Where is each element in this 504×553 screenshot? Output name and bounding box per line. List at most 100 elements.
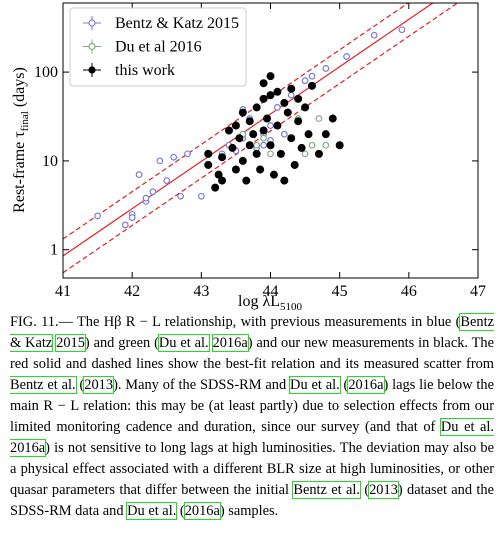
data-point [287, 91, 295, 99]
data-point [283, 108, 292, 117]
y-label-unit: (days) [11, 67, 28, 107]
citation-link[interactable]: 2013 [83, 376, 115, 394]
plot-frame [62, 2, 479, 279]
citation-link[interactable]: Du et al. [289, 376, 341, 394]
legend-label: Bentz & Katz 2015 [115, 15, 239, 32]
data-point [280, 176, 289, 185]
data-point [308, 72, 316, 80]
data-point [228, 143, 237, 152]
y-tick-label: 10 [42, 153, 58, 170]
x-tick-label: 46 [401, 283, 417, 300]
data-point [269, 170, 278, 179]
data-point [177, 192, 184, 200]
data-point [242, 176, 251, 185]
data-point [249, 130, 258, 139]
x-tick-label: 45 [332, 283, 348, 300]
data-point [135, 171, 143, 179]
citation-link[interactable]: Bentz et al. [292, 481, 361, 499]
data-point [163, 177, 171, 184]
data-point [273, 121, 282, 130]
caption-text: ( [176, 503, 185, 519]
data-point [259, 79, 268, 88]
caption-text: ( [339, 377, 349, 393]
data-point [245, 141, 254, 150]
citation-link[interactable]: 2016a [211, 334, 249, 352]
data-point [314, 149, 323, 158]
citation-link[interactable]: 2015 [55, 334, 86, 352]
scatter-line-dashed [63, 3, 459, 274]
data-point [245, 117, 254, 126]
caption-text: ) lags lie below the main R − L relation… [10, 377, 494, 435]
data-point [398, 26, 406, 34]
data-point [263, 114, 272, 123]
chart: log λL5100 Rest-frame τfinal (days) 41 42 4… [11, 2, 486, 310]
data-point [328, 114, 337, 123]
data-point [322, 65, 330, 72]
x-tick-label: 43 [193, 283, 209, 300]
data-point [267, 150, 274, 158]
x-label-main: log λL [238, 293, 280, 310]
plot-area [63, 3, 459, 274]
x-tick-label: 42 [124, 283, 140, 300]
data-point [274, 104, 281, 111]
data-point [266, 141, 275, 150]
data-point [294, 94, 303, 103]
legend-marker [88, 19, 96, 27]
citation-link[interactable]: Du et al. [126, 502, 178, 520]
data-point [301, 77, 309, 85]
data-point [301, 103, 310, 112]
data-point [149, 188, 157, 196]
data-point [259, 126, 268, 135]
y-axis-label: Rest-frame τfinal (days) [11, 67, 31, 213]
data-point [260, 134, 267, 142]
citation-link[interactable]: 2016a [347, 376, 385, 394]
x-label-sub: 5100 [280, 301, 303, 310]
citation-link[interactable]: 2013 [368, 481, 399, 499]
citation-link[interactable]: Du et al. [439, 418, 494, 436]
data-point [276, 149, 285, 158]
caption-text: ( [75, 377, 85, 393]
citation-link[interactable]: Du et al. [157, 334, 210, 352]
data-point [260, 141, 267, 149]
citation-link[interactable]: Bentz et al. [10, 376, 77, 394]
data-point [266, 72, 275, 81]
caption-text: ( [359, 482, 370, 498]
data-point [238, 156, 247, 165]
data-point [218, 153, 227, 162]
data-point [315, 115, 323, 122]
data-point [290, 160, 299, 169]
data-point [297, 143, 306, 152]
citation-link[interactable]: 2016a [10, 439, 47, 457]
data-point [235, 134, 244, 143]
data-point [301, 150, 309, 158]
citation-link[interactable]: Bentz & Katz [10, 313, 494, 352]
y-tick-label: 1 [50, 242, 58, 259]
data-point [204, 160, 213, 169]
legend-box [69, 7, 247, 87]
caption: FIG. 11.— The Hβ R − L relationship, wit… [10, 312, 494, 550]
data-point [259, 94, 268, 103]
legend-label: Du et al 2016 [115, 39, 202, 56]
data-point [238, 108, 247, 117]
data-point [308, 81, 317, 90]
data-point [280, 98, 289, 107]
x-tick-label: 47 [470, 283, 486, 300]
data-point [156, 157, 164, 165]
legend-marker [88, 42, 96, 51]
data-point [214, 170, 223, 179]
data-point [322, 141, 330, 149]
citation-link[interactable]: 2016a [183, 502, 221, 520]
caption-text: ) dataset and the SDSS-RM data and [10, 482, 494, 519]
data-point [256, 165, 265, 174]
data-point [266, 91, 275, 100]
data-point [211, 183, 220, 192]
data-point [184, 150, 191, 158]
x-axis-label: log λL5100 [238, 293, 302, 310]
data-point [94, 212, 101, 220]
caption-text: ) and our new measurements in black. The… [10, 335, 494, 372]
data-point [197, 192, 205, 200]
caption-text: ) samples. [219, 503, 279, 519]
caption-text: ). Many of the SDSS-RM and [113, 377, 291, 393]
data-point [294, 117, 303, 126]
